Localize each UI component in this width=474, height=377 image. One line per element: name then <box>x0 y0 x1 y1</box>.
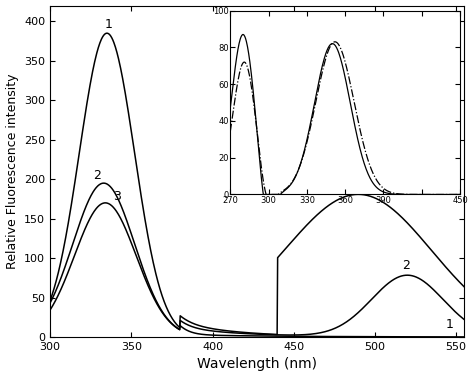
Y-axis label: Relative Fluorescence intensity: Relative Fluorescence intensity <box>6 74 18 269</box>
Text: 2: 2 <box>402 259 410 272</box>
Text: 1: 1 <box>446 318 454 331</box>
Text: 3: 3 <box>438 184 446 196</box>
Text: 1: 1 <box>105 18 112 31</box>
Text: 2: 2 <box>93 169 101 182</box>
X-axis label: Wavelength (nm): Wavelength (nm) <box>197 357 317 371</box>
Text: 3: 3 <box>113 190 121 203</box>
